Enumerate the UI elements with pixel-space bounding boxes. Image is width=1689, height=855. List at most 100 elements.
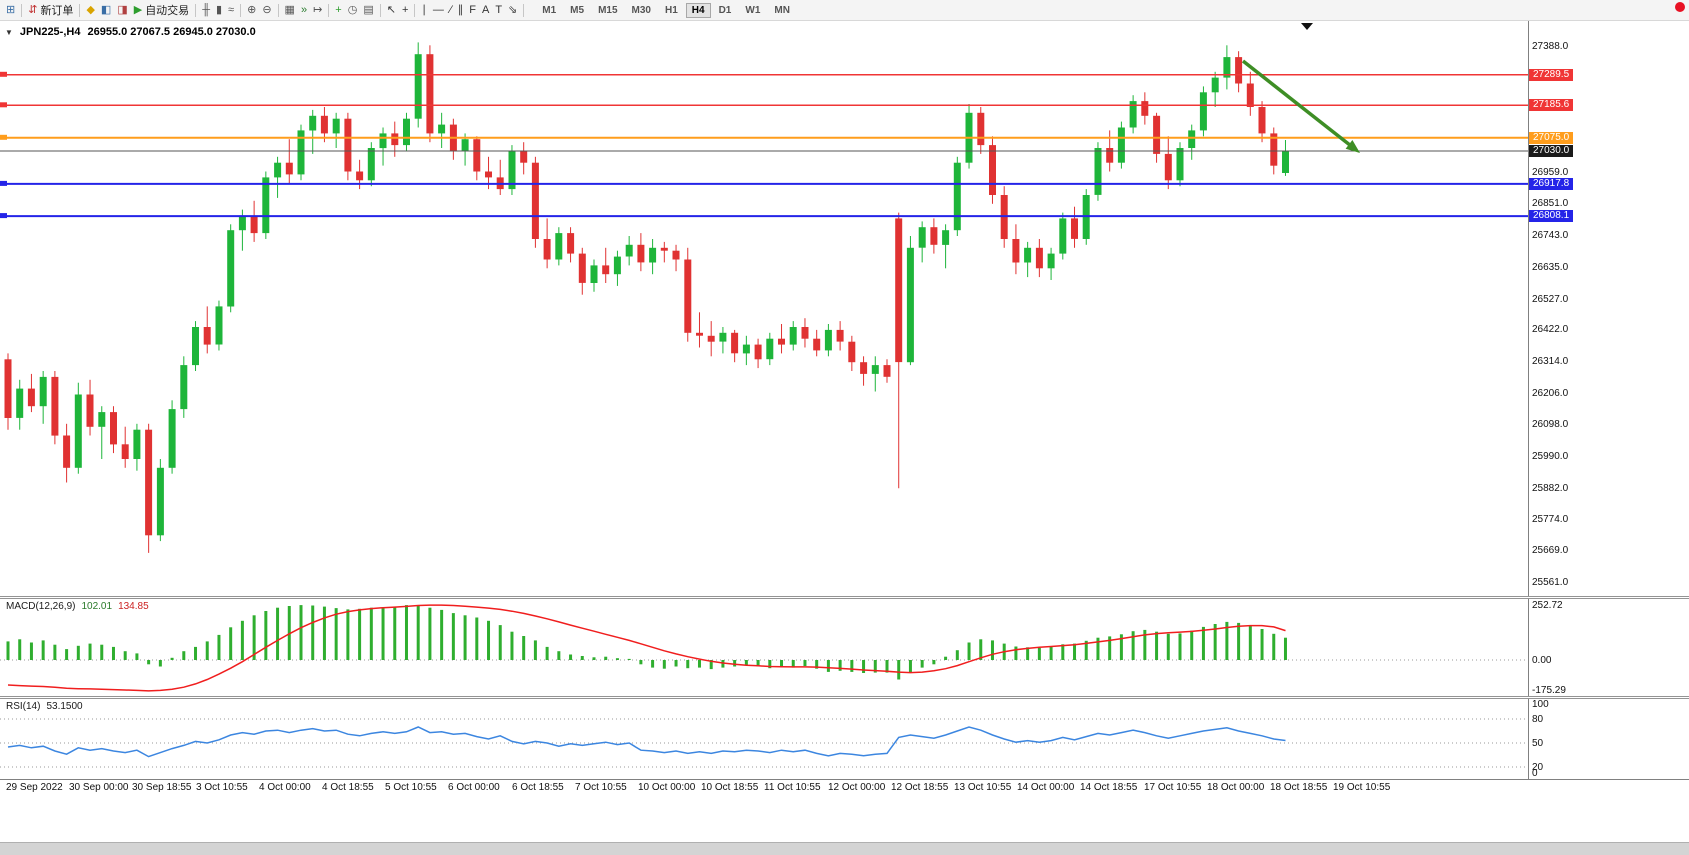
price-level-badge: 27185.6 bbox=[1529, 99, 1574, 112]
bull-candle bbox=[297, 130, 305, 175]
trend-arrow[interactable] bbox=[1241, 59, 1354, 149]
rsi-panel-canvas[interactable] bbox=[0, 699, 1528, 779]
autotrading-button[interactable]: ▶ 自动交易 bbox=[131, 1, 192, 19]
trendline-button[interactable]: ∕ bbox=[447, 1, 455, 19]
line-anchor[interactable] bbox=[0, 134, 7, 140]
line-anchor[interactable] bbox=[0, 102, 7, 108]
label-button[interactable]: T bbox=[492, 1, 505, 19]
bull-candle bbox=[332, 118, 340, 134]
bear-candle bbox=[883, 365, 891, 377]
timeframe-w1[interactable]: W1 bbox=[739, 3, 766, 18]
time-axis[interactable]: 29 Sep 2022 30 Sep 00:00 30 Sep 18:55 3 Oct… bbox=[0, 779, 1689, 795]
timeframe-mn[interactable]: MN bbox=[768, 3, 796, 18]
bull-candle bbox=[156, 467, 164, 536]
auto-scroll-button[interactable]: » bbox=[298, 1, 310, 19]
line-anchor[interactable] bbox=[0, 180, 7, 186]
line-chart-button[interactable]: ≈ bbox=[225, 1, 237, 19]
zoom-out-button[interactable]: ⊖ bbox=[259, 1, 274, 19]
zoom-in-button[interactable]: ⊕ bbox=[244, 1, 259, 19]
price-tick-label: 25990.0 bbox=[1532, 451, 1569, 463]
vertical-line-button[interactable]: ∣ bbox=[418, 1, 430, 19]
bull-candle bbox=[871, 365, 879, 374]
bear-candle bbox=[1258, 107, 1266, 134]
templates-button[interactable]: ▤ bbox=[360, 1, 376, 19]
periods-button[interactable]: ◷ bbox=[345, 1, 361, 19]
one-click-trading-toggle[interactable]: ▼ bbox=[5, 27, 13, 37]
timeframe-m5[interactable]: M5 bbox=[564, 3, 590, 18]
toolbar-separator bbox=[379, 3, 381, 17]
bull-candle bbox=[192, 327, 199, 366]
trend-arrow-head[interactable] bbox=[1345, 140, 1360, 153]
templates-icon: ▤ bbox=[363, 3, 374, 16]
cursor-button[interactable]: ↖ bbox=[384, 1, 399, 19]
bear-candle bbox=[121, 444, 129, 459]
toolbar-separator bbox=[277, 3, 279, 17]
timeframe-m30[interactable]: M30 bbox=[626, 3, 657, 18]
bull-candle bbox=[133, 429, 141, 459]
arrows-button[interactable]: ⇘ bbox=[505, 1, 520, 19]
market-watch-button[interactable]: ◧ bbox=[98, 1, 114, 19]
new-chart-icon: ⊞ bbox=[6, 3, 16, 16]
current-price-badge: 27030.0 bbox=[1529, 144, 1574, 157]
text-button[interactable]: A bbox=[479, 1, 492, 19]
channel-button[interactable]: ∥ bbox=[455, 1, 467, 19]
bear-candle bbox=[977, 112, 985, 146]
cursor-icon: ↖ bbox=[386, 3, 396, 16]
line-anchor[interactable] bbox=[0, 213, 7, 219]
crosshair-button[interactable]: + bbox=[399, 1, 411, 19]
chart-shift-marker[interactable] bbox=[1301, 23, 1313, 30]
timeframe-m15[interactable]: M15 bbox=[592, 3, 623, 18]
price-tick-label: 25882.0 bbox=[1532, 482, 1569, 494]
bear-candle bbox=[696, 332, 703, 336]
label-icon: T bbox=[495, 3, 503, 16]
bull-candle bbox=[1117, 127, 1125, 163]
price-chart-canvas[interactable] bbox=[0, 21, 1528, 596]
chart-shift-button[interactable]: ↦ bbox=[310, 1, 325, 19]
bull-candle bbox=[379, 133, 387, 149]
price-level-badge: 27075.0 bbox=[1529, 131, 1574, 144]
navigator-icon: ◨ bbox=[117, 3, 128, 16]
profiles-button[interactable]: ◆ bbox=[83, 1, 97, 19]
new-order-button[interactable]: ⇵ 新订单 bbox=[25, 1, 76, 19]
ohlc-bars-button[interactable]: ╫ bbox=[199, 1, 213, 19]
bear-candle bbox=[203, 327, 211, 345]
time-label: 4 Oct 18:55 bbox=[322, 782, 374, 793]
rsi-tick-label: 100 bbox=[1532, 699, 1549, 710]
fibonacci-button[interactable]: F bbox=[466, 1, 479, 19]
bull-candle bbox=[367, 148, 375, 181]
bear-candle bbox=[754, 344, 762, 360]
ohlc-bars-icon: ╫ bbox=[202, 3, 210, 16]
indicators-button[interactable]: + bbox=[332, 1, 344, 19]
time-label: 14 Oct 00:00 bbox=[1017, 782, 1075, 793]
price-tick-label: 26527.0 bbox=[1532, 293, 1569, 305]
timeframe-h4[interactable]: H4 bbox=[685, 2, 711, 18]
line-anchor[interactable] bbox=[0, 71, 7, 77]
rsi-tick-label: 20 bbox=[1532, 762, 1544, 773]
timeframe-h1[interactable]: H1 bbox=[659, 3, 684, 18]
timeframe-m1[interactable]: M1 bbox=[536, 3, 562, 18]
panel-separator[interactable] bbox=[0, 696, 1689, 699]
bull-candle bbox=[403, 118, 410, 146]
timeframe-d1[interactable]: D1 bbox=[713, 3, 738, 18]
rsi-tick-label: 50 bbox=[1532, 738, 1544, 749]
tile-windows-icon: ▦ bbox=[284, 3, 295, 16]
toolbar-separator bbox=[414, 3, 416, 17]
market-watch-icon: ◧ bbox=[100, 3, 112, 16]
new-chart-button[interactable]: ⊞ bbox=[3, 1, 18, 19]
bull-candle bbox=[39, 376, 47, 407]
bear-candle bbox=[51, 376, 59, 436]
tile-windows-button[interactable]: ▦ bbox=[282, 1, 298, 19]
macd-label: MACD(12,26,9) 102.01 134.85 bbox=[6, 601, 149, 612]
bear-candle bbox=[1141, 101, 1149, 116]
macd-tick-label: 0.00 bbox=[1532, 654, 1552, 666]
horizontal-line-button[interactable]: — bbox=[430, 1, 447, 19]
navigator-button[interactable]: ◨ bbox=[114, 1, 130, 19]
candlestick-chart-button[interactable]: ▮ bbox=[213, 1, 225, 19]
panel-separator[interactable] bbox=[0, 596, 1689, 599]
bear-candle bbox=[836, 329, 844, 342]
bull-candle bbox=[1223, 57, 1231, 78]
bear-candle bbox=[848, 341, 856, 363]
macd-panel-canvas[interactable] bbox=[0, 599, 1528, 696]
price-axis[interactable]: 27388.0 26959.0 26851.0 26743.0 26635.0 26527… bbox=[1528, 21, 1689, 795]
timeframe-toolbar: M1 M5 M15 M30 H1 H4 D1 W1 MN bbox=[535, 2, 797, 18]
